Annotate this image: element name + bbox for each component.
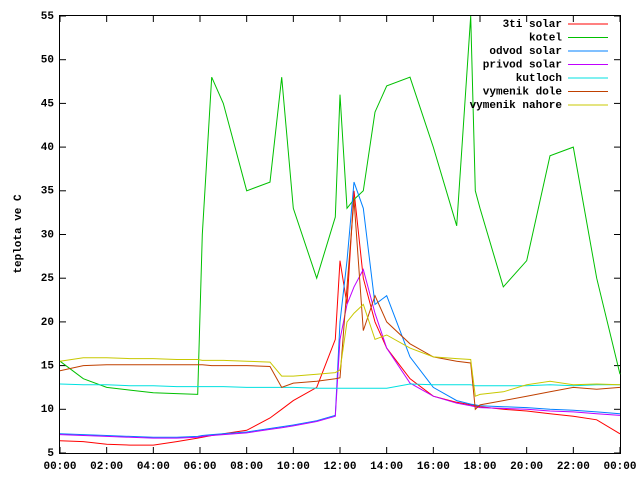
series-line (59, 268, 621, 439)
y-tick-label: 30 (41, 229, 54, 241)
x-tick-label: 08:00 (230, 461, 263, 473)
y-axis-label: teplota ve C (13, 194, 25, 274)
x-tick-label: 12:00 (323, 461, 356, 473)
x-tick-label: 00:00 (603, 461, 636, 473)
legend-label: vymenik dole (483, 86, 563, 98)
x-tick-label: 02:00 (90, 461, 123, 473)
x-tick-label: 04:00 (137, 461, 170, 473)
legend-label: 3ti solar (503, 19, 562, 31)
y-tick-label: 5 (47, 448, 54, 460)
y-tick-label: 20 (41, 317, 54, 329)
y-tick-label: 15 (41, 361, 55, 373)
y-tick-label: 10 (41, 404, 54, 416)
legend-label: kutloch (516, 73, 562, 85)
legend-label: kotel (529, 32, 562, 44)
y-tick-label: 45 (41, 98, 55, 110)
legend-label: odvod solar (489, 46, 562, 58)
x-tick-label: 18:00 (463, 461, 496, 473)
series-line (59, 383, 620, 389)
series-line (59, 303, 621, 397)
series-line (59, 181, 621, 438)
x-tick-label: 14:00 (370, 461, 403, 473)
legend-label: vymenik nahore (470, 100, 563, 112)
y-tick-label: 50 (41, 55, 54, 67)
y-tick-label: 25 (41, 273, 55, 285)
x-tick-label: 16:00 (417, 461, 450, 473)
x-tick-label: 06:00 (183, 461, 216, 473)
x-tick-label: 22:00 (557, 461, 590, 473)
legend-label: privod solar (483, 59, 562, 71)
plot-frame (59, 15, 621, 454)
series-line (59, 199, 621, 411)
y-tick-label: 55 (41, 11, 55, 23)
x-tick-label: 10:00 (277, 461, 310, 473)
series-line (59, 15, 621, 395)
y-tick-label: 40 (41, 142, 54, 154)
x-tick-label: 20:00 (510, 461, 543, 473)
y-tick-label: 35 (41, 186, 55, 198)
x-tick-label: 00:00 (43, 461, 76, 473)
